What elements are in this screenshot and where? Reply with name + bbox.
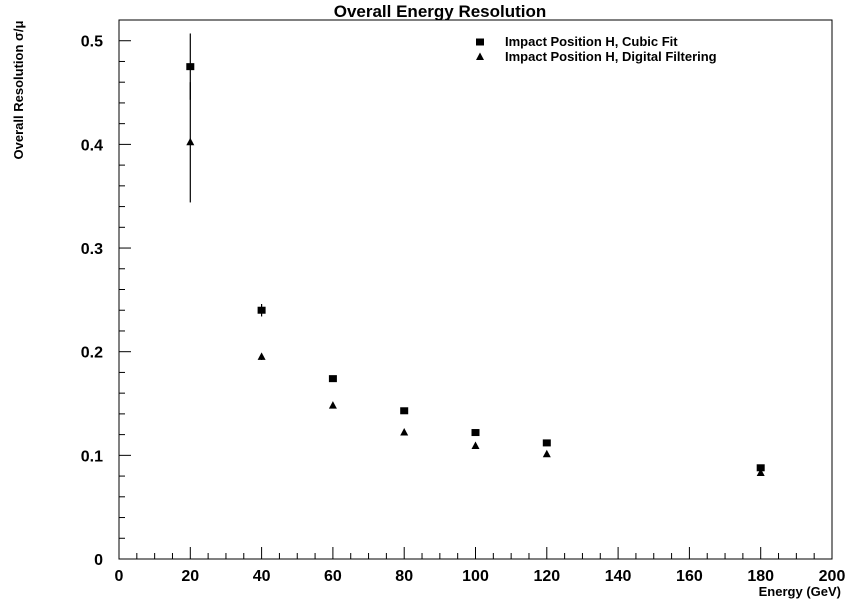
data-point [257,352,266,360]
y-tick-label: 0.5 [81,34,103,51]
data-point [186,137,195,146]
series-cubic-fit [186,33,765,472]
x-tick-label: 0 [115,568,124,585]
x-axis-ticks: 0 20 40 60 80 100 120 140 160 180 200 [115,547,846,585]
y-tick-label: 0.2 [81,345,103,362]
series-digital-filtering [186,82,765,476]
data-point [328,375,337,383]
chart-title: Overall Energy Resolution [334,2,547,21]
legend-triangle-marker [476,52,484,60]
y-tick-label: 0.3 [81,241,103,258]
y-axis-title: Overall Resolution σ/μ [11,20,26,159]
data-point [400,407,409,415]
data-point [400,428,409,436]
data-point [257,306,266,314]
series-layer [186,33,765,476]
x-tick-label: 80 [395,568,413,585]
x-tick-label: 40 [253,568,271,585]
legend-item: Impact Position H, Digital Filtering [476,49,717,64]
x-axis-title: Energy (GeV) [759,584,841,599]
legend-label: Impact Position H, Digital Filtering [505,49,717,64]
y-tick-label: 0 [94,552,103,569]
x-tick-label: 200 [819,568,846,585]
y-tick-label: 0.1 [81,448,103,465]
plot-frame [118,19,833,560]
data-point [328,401,337,409]
data-point [756,468,765,476]
x-tick-label: 140 [605,568,632,585]
y-tick-label: 0.4 [81,137,103,154]
y-axis-ticks: 0 0.1 0.2 0.3 0.4 0.5 [81,19,131,569]
x-tick-label: 120 [533,568,560,585]
x-tick-label: 180 [747,568,774,585]
legend-item: Impact Position H, Cubic Fit [476,34,678,49]
x-tick-label: 20 [181,568,199,585]
data-point [471,441,480,450]
legend-label: Impact Position H, Cubic Fit [505,34,678,49]
data-point [542,439,551,447]
x-tick-label: 60 [324,568,342,585]
data-point [186,63,195,71]
x-tick-label: 160 [676,568,703,585]
legend-square-marker [476,38,484,46]
x-tick-label: 100 [462,568,489,585]
data-point [471,429,480,437]
data-point [542,449,551,458]
data-point [756,464,765,472]
